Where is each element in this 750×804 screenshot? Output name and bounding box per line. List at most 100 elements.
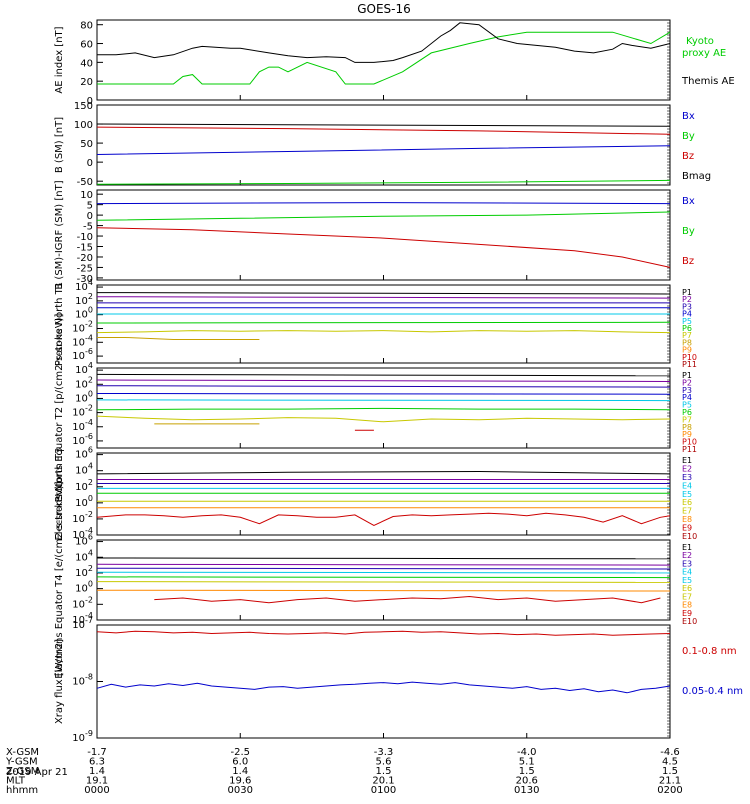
legend-entry: P6 [682,324,692,333]
y-tick-label: 100 [75,389,93,404]
y-tick-label: 150 [74,101,93,112]
y-axis-label: Protons North T1 [54,282,65,366]
legend-entry: Bz [682,151,694,162]
bottom-row-value: 19.6 [229,776,251,787]
legend-entry: E4 [682,568,692,577]
legend-entry: E1 [682,456,692,465]
legend-entry: 0.05-0.4 nm [682,686,743,697]
series-line-p8 [97,337,260,340]
bottom-row-value: 0030 [228,785,253,796]
legend-entry: P8 [682,423,692,432]
series-line-e6 [96,581,671,583]
y-tick-label: 104 [75,278,93,293]
bottom-row-value: 4.5 [662,757,678,768]
bottom-axis-table: X-GSM -1.7 -2.5 -3.3 -4.0 -4.6 Y-GSM 6.3 6.0 5.6 5… [5,747,683,796]
series-line-p6 [96,321,671,324]
series-line-by [96,179,671,185]
legend-entry: P11 [682,360,697,369]
legend-entry: Bz [682,256,694,267]
bottom-row-label: MLT [6,776,26,787]
chart-title: GOES-16 [357,2,411,16]
legend-entry: proxy AE [682,48,726,59]
series-line-by [96,211,671,221]
bottom-row-label: hhmm [6,785,38,796]
y-tick-label: 80 [80,21,93,32]
y-tick-label: 50 [80,139,93,150]
legend-entry: E2 [682,464,692,473]
y-tick-label: 104 [75,361,93,376]
y-axis-label: B (SM)-IGRF (SM) [nT] [54,180,65,289]
bottom-row-label: Y-GSM [5,757,38,768]
bottom-row-value: 1.5 [662,766,678,777]
legend-entry: Bmag [682,171,711,182]
y-tick-label: 10-8 [72,673,93,688]
bottom-row-value: 0200 [657,785,682,796]
y-tick-label: 5 [87,201,93,212]
legend-entry: P7 [682,415,692,424]
y-tick-label: 10-2 [72,319,93,334]
bottom-row-value: -2.5 [230,747,250,758]
legend-entry: Themis AE [681,76,735,87]
legend-entry: E9 [682,609,692,618]
legend-entry: E3 [682,559,692,568]
y-tick-label: -10 [77,232,93,243]
bottom-row-value: 6.0 [232,757,248,768]
bottom-row-value: 6.3 [89,757,105,768]
series-line-p2 [96,296,671,299]
legend-entry: E5 [682,576,692,585]
y-tick-label: 106 [75,533,93,548]
bottom-row-value: 0000 [84,785,109,796]
legend-entry: P1 [682,288,692,297]
legend-entry: 0.1-0.8 nm [682,646,737,657]
legend-entry: P5 [682,401,692,410]
series-line-kyoto-proxy-ae [97,31,671,85]
bottom-row-value: 21.1 [659,776,681,787]
legend-entry: E9 [682,524,692,533]
y-tick-label: 100 [75,580,93,595]
bottom-row-value: 0130 [514,785,539,796]
y-tick-label: 10-4 [72,418,93,433]
legend-entry: By [682,131,695,142]
y-tick-label: -15 [77,243,93,254]
series-line-bz [96,126,671,135]
legend-entry: P3 [682,386,692,395]
legend-entry: Bx [682,196,695,207]
legend-entry: E5 [682,490,692,499]
legend-entry: By [682,226,695,237]
y-axis-label: AE index [nT] [54,26,65,93]
y-axis-label: Protons Equator T2 [p/(cm2-s-sr-keV)] [54,313,65,502]
y-tick-label: 100 [75,494,93,509]
y-tick-label: 10-6 [72,347,93,362]
legend-entry: E4 [682,481,692,490]
y-axis-label: B (SM) [nT] [54,117,65,173]
series-line-e5 [96,576,671,579]
legend-entry: E3 [682,473,692,482]
series-line-p1 [96,373,671,377]
legend-entry: P9 [682,430,692,439]
date-label: 2019 Apr 21 [6,767,68,778]
legend-entry: P1 [682,371,692,380]
series-line-p6 [96,407,671,411]
series-line-bx [96,145,671,155]
series-line-e8 [96,512,671,526]
legend-entry: E6 [682,584,692,593]
bottom-row-value: -4.6 [660,747,680,758]
bottom-row-value: -4.0 [517,747,537,758]
y-tick-label: 106 [75,446,93,461]
series-line-themis-ae [97,22,671,63]
legend-entry: P6 [682,408,692,417]
legend-entry: E10 [682,617,697,626]
bottom-row-value: 1.4 [89,766,105,777]
series-line-e8 [154,595,661,604]
y-tick-label: 102 [75,478,93,493]
legend-entry: P8 [682,338,692,347]
bottom-row-value: 1.5 [519,766,535,777]
legend-entry: P10 [682,438,697,447]
series-line-p2 [96,379,671,382]
series-line-bz [96,227,671,268]
y-axis-label: Electrons Equator T4 [e/(cm2-s-sr-keV)] [54,481,65,678]
